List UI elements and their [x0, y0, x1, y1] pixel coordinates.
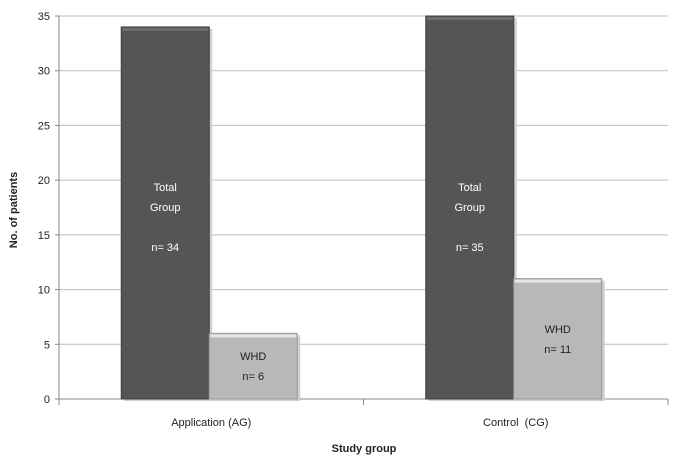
- bar: [513, 278, 603, 400]
- y-axis-title: No. of patients: [8, 172, 20, 248]
- y-tick-label: 15: [38, 230, 50, 242]
- bar-top-highlight: [122, 27, 209, 31]
- y-tick-label: 5: [44, 339, 50, 351]
- bar-top-highlight: [426, 17, 513, 20]
- bar-label: Group: [150, 202, 181, 214]
- y-tick-label: 30: [38, 66, 50, 78]
- bar-label: Group: [454, 202, 485, 214]
- y-tick-label: 20: [38, 175, 50, 187]
- y-tick-label: 35: [38, 11, 50, 23]
- x-category-label: Application (AG): [171, 417, 251, 429]
- bar: [120, 26, 210, 400]
- bar-label: WHD: [240, 351, 266, 363]
- bar-label: Total: [154, 182, 177, 194]
- bar-label: n= 6: [242, 371, 264, 383]
- bar-label: WHD: [545, 324, 571, 336]
- bar-label: n= 34: [151, 242, 179, 254]
- bar-label: Total: [458, 182, 481, 194]
- bar-top-highlight: [210, 334, 297, 338]
- x-category-label: Control (CG): [483, 417, 548, 429]
- bar-top-highlight: [514, 279, 601, 283]
- bars: Total Group n= 34 Total Group n= 35 WHD n= 6 WHD…: [120, 15, 605, 401]
- x-axis-title: Study group: [332, 443, 397, 455]
- bar: [208, 332, 298, 400]
- bar-label: n= 11: [544, 344, 571, 356]
- y-tick-label: 0: [44, 394, 50, 406]
- x-axis: Application (AG) Control (CG): [58, 399, 669, 429]
- y-axis: 0 5 10 15 20 25 30 35: [38, 11, 60, 406]
- y-tick-label: 10: [38, 285, 50, 297]
- bar: [425, 15, 515, 400]
- bar-label: n= 35: [456, 242, 484, 254]
- y-tick-label: 25: [38, 120, 50, 132]
